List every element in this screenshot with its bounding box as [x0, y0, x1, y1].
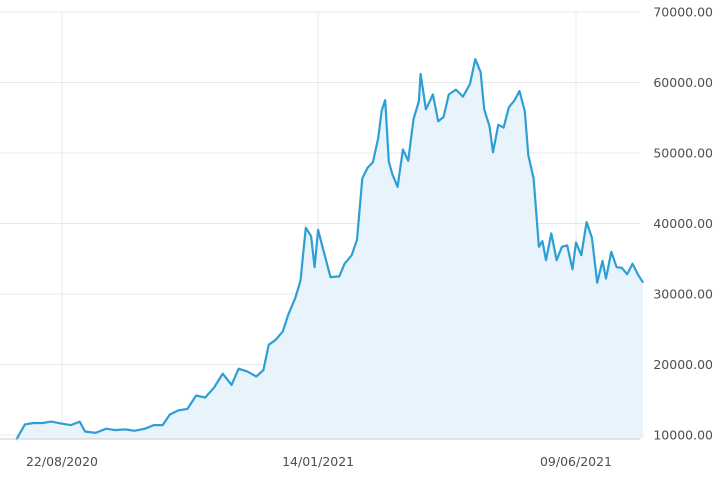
x-tick-label: 09/06/2021: [540, 454, 612, 469]
y-tick-label: 20000.00: [653, 357, 713, 372]
x-axis-tick-labels: 22/08/2020 14/01/2021 09/06/2021: [26, 454, 612, 469]
y-tick-label: 70000.00: [653, 5, 713, 20]
x-tick-label: 22/08/2020: [26, 454, 98, 469]
x-tick-label: 14/01/2021: [282, 454, 354, 469]
y-tick-label: 60000.00: [653, 75, 713, 90]
series-area-fill: [16, 59, 644, 440]
y-axis-tick-labels: 10000.00 20000.00 30000.00 40000.00 50000.00…: [653, 5, 713, 443]
y-tick-label: 50000.00: [653, 146, 713, 161]
y-tick-label: 40000.00: [653, 216, 713, 231]
y-tick-label: 10000.00: [653, 428, 713, 443]
y-tick-label: 30000.00: [653, 287, 713, 302]
series-line: [15, 58, 645, 441]
